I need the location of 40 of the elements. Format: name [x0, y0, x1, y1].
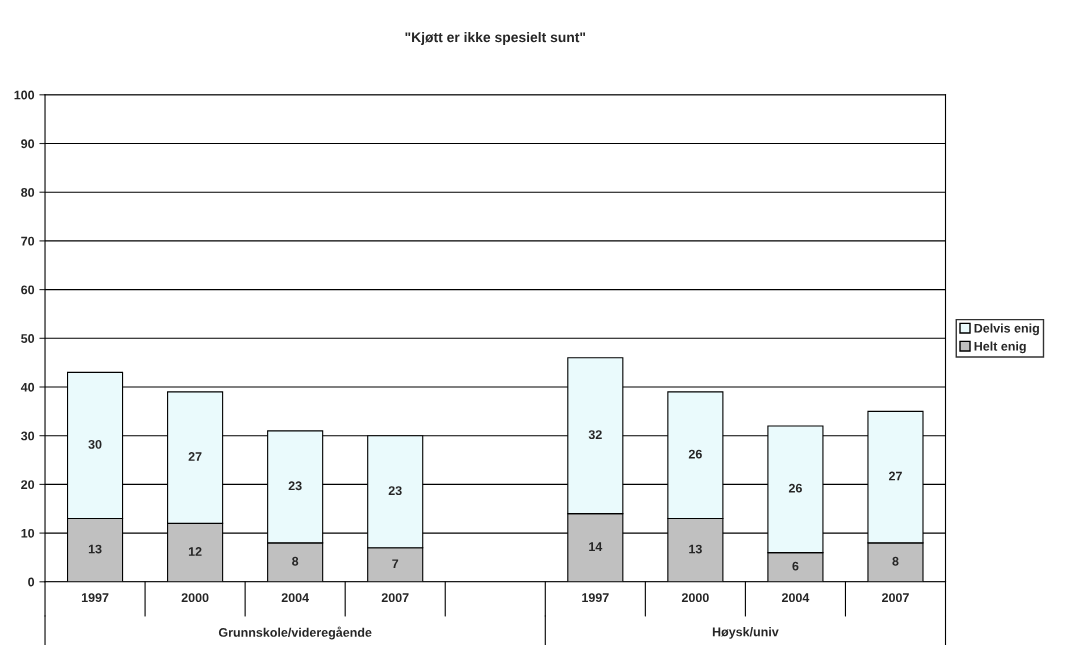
data-label: 6 [792, 561, 799, 571]
legend-label: Delvis enig [974, 323, 1039, 336]
data-label: 7 [392, 559, 399, 568]
y-tick-label: 50 [21, 334, 35, 343]
data-label: 27 [188, 452, 202, 461]
data-label: 8 [892, 556, 899, 566]
y-tick-label: 90 [21, 139, 35, 149]
data-label: 14 [589, 542, 603, 551]
data-label: 13 [88, 544, 102, 554]
y-tick-label: 40 [20, 382, 35, 392]
data-label: 27 [888, 471, 902, 481]
data-label: 23 [288, 481, 302, 491]
data-label: 13 [689, 544, 702, 554]
y-tick-label: 60 [21, 285, 35, 295]
y-tick-label: 20 [21, 480, 35, 490]
data-label: 32 [588, 430, 602, 440]
y-tick-label: 10 [21, 528, 35, 538]
legend-label: Helt enig [974, 341, 1026, 354]
x-tick-label: 2007 [882, 593, 909, 603]
y-tick-label: 80 [21, 188, 35, 197]
text: Høysk/univ [712, 627, 779, 639]
x-tick-label: 2007 [381, 593, 409, 603]
x-tick-label: 2004 [281, 593, 309, 603]
text: Grunnskole/videregående [218, 626, 372, 640]
x-tick-label: 1997 [582, 593, 609, 603]
x-tick-label: 2000 [181, 593, 209, 603]
y-tick-label: 0 [28, 577, 35, 587]
data-label: 8 [292, 556, 299, 566]
data-label: 30 [88, 439, 102, 449]
y-tick-label: 30 [20, 431, 35, 441]
data-label: 26 [688, 449, 702, 459]
data-label: 12 [188, 547, 202, 556]
x-tick-label: 2000 [681, 593, 709, 603]
data-label: 23 [388, 486, 402, 496]
y-tick-label: 70 [21, 236, 35, 246]
x-tick-label: 2004 [781, 593, 810, 603]
data-label: 26 [788, 483, 802, 493]
x-tick-label: 1997 [81, 593, 109, 603]
chart-title: "Kjøtt er ikke spesielt sunt" [405, 31, 586, 45]
y-tick-label: 100 [14, 90, 35, 100]
